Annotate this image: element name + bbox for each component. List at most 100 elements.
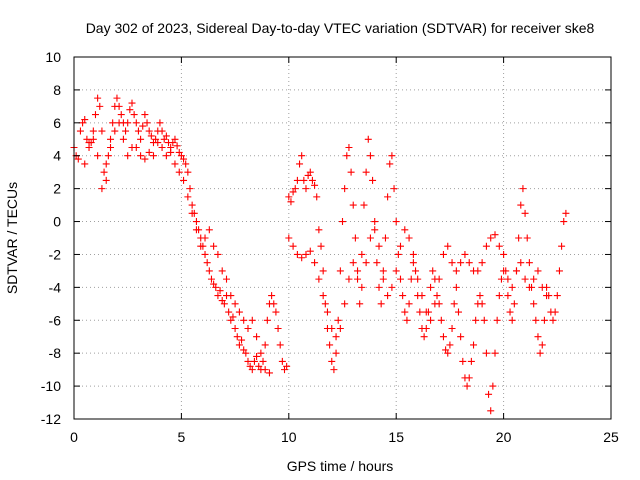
data-point — [401, 226, 409, 234]
data-point — [137, 152, 145, 160]
data-point — [180, 176, 188, 184]
x-tick-label: 25 — [603, 429, 619, 445]
data-point — [482, 242, 490, 250]
data-point — [504, 275, 512, 283]
data-point — [495, 242, 503, 250]
data-point — [302, 185, 310, 193]
data-point — [89, 135, 97, 143]
data-point — [341, 300, 349, 308]
data-point — [323, 308, 331, 316]
data-point — [418, 292, 426, 300]
y-tick-label: 0 — [53, 214, 61, 230]
data-point — [141, 111, 149, 119]
data-point — [302, 250, 310, 258]
data-point — [452, 267, 460, 275]
x-tick-label: 10 — [281, 429, 297, 445]
data-point — [287, 198, 295, 206]
data-point — [171, 135, 179, 143]
data-point — [104, 152, 112, 160]
data-points — [70, 94, 570, 415]
data-point — [201, 234, 209, 242]
data-point — [162, 152, 170, 160]
data-point — [311, 259, 319, 267]
data-point — [81, 160, 89, 168]
series-evening — [500, 185, 570, 357]
data-point — [89, 127, 97, 135]
data-point — [465, 259, 473, 267]
data-point — [409, 259, 417, 267]
data-point — [167, 148, 175, 156]
data-point — [491, 231, 499, 239]
data-point — [439, 333, 447, 341]
data-point — [388, 152, 396, 160]
data-point — [356, 300, 364, 308]
data-point — [96, 102, 104, 110]
data-point — [134, 127, 142, 135]
data-point — [478, 259, 486, 267]
data-point — [489, 382, 497, 390]
data-point — [540, 316, 548, 324]
y-tick-label: -2 — [49, 246, 62, 262]
data-point — [218, 267, 226, 275]
data-point — [126, 106, 134, 114]
data-point — [319, 292, 327, 300]
data-point — [478, 300, 486, 308]
data-point — [336, 267, 344, 275]
data-point — [147, 132, 155, 140]
data-point — [210, 242, 218, 250]
data-point — [132, 144, 140, 151]
data-point — [435, 275, 443, 283]
data-point — [392, 218, 400, 226]
data-point — [94, 94, 102, 102]
data-point — [433, 292, 441, 300]
data-point — [214, 292, 222, 300]
data-point — [470, 341, 478, 349]
data-point — [396, 242, 404, 250]
data-point — [530, 300, 538, 308]
data-point — [502, 267, 510, 275]
y-tick-label: 8 — [53, 82, 61, 98]
data-point — [261, 366, 269, 374]
data-point — [242, 349, 250, 357]
data-point — [422, 325, 430, 332]
data-point — [463, 382, 471, 390]
data-point — [285, 234, 293, 242]
data-point — [358, 250, 366, 258]
data-point — [311, 181, 319, 189]
data-point — [74, 155, 82, 163]
data-point — [231, 300, 239, 308]
data-point — [283, 362, 291, 370]
data-point — [315, 226, 323, 234]
data-point — [517, 201, 525, 209]
data-point — [229, 313, 237, 321]
data-point — [203, 259, 211, 267]
x-tick-label: 15 — [388, 429, 404, 445]
data-point — [238, 336, 246, 344]
data-point — [76, 127, 84, 135]
data-point — [530, 275, 538, 283]
data-point — [308, 176, 316, 184]
data-point — [528, 283, 536, 291]
data-point — [558, 242, 566, 250]
data-point — [102, 176, 110, 184]
data-point — [439, 250, 447, 258]
data-point — [345, 275, 353, 283]
data-point — [328, 357, 336, 365]
data-point — [81, 116, 89, 124]
data-point — [532, 316, 540, 324]
data-point — [354, 267, 362, 275]
data-point — [94, 152, 102, 160]
series-main — [70, 94, 291, 374]
data-point — [351, 234, 359, 242]
data-point — [467, 357, 475, 365]
data-point — [119, 135, 127, 143]
data-point — [493, 316, 501, 324]
data-point — [306, 247, 314, 255]
data-point — [259, 357, 267, 365]
data-point — [555, 267, 563, 275]
data-point — [192, 226, 200, 234]
data-point — [336, 325, 344, 332]
data-point — [560, 218, 568, 226]
data-point — [390, 185, 398, 193]
data-point — [388, 283, 396, 291]
